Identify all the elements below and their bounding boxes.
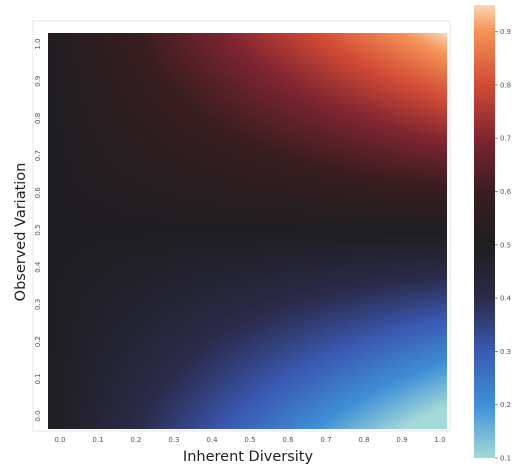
y-tick-label: 0.5	[34, 224, 42, 235]
colorbar-tick-label: 0.6	[500, 188, 512, 196]
colorbar-tick-label: 0.1	[500, 455, 511, 463]
colorbar-tick-label: 0.5	[500, 241, 511, 249]
heatmap-panel	[32, 20, 451, 432]
y-tick-label: 0.3	[34, 299, 42, 310]
x-tick-label: 0.1	[92, 436, 103, 444]
colorbar-tick-label: 0.4	[500, 295, 512, 303]
x-tick-label: 0.9	[396, 436, 407, 444]
y-tick-label: 0.0	[34, 410, 42, 421]
heatmap-surface	[48, 33, 447, 429]
y-tick-label: 1.0	[34, 38, 42, 49]
x-tick-label: 0.8	[358, 436, 369, 444]
x-tick-label: 0.5	[244, 436, 255, 444]
colorbar-tick-label: 0.3	[500, 348, 511, 356]
colorbar-tick-label: 0.9	[500, 28, 511, 36]
y-tick-label: 0.7	[34, 150, 42, 161]
y-tick-label: 0.1	[34, 373, 42, 384]
x-tick-label: 0.4	[206, 436, 218, 444]
y-axis-title: Observed Variation	[13, 163, 29, 302]
x-tick-label: 0.2	[130, 436, 141, 444]
heatmap-border	[32, 20, 451, 432]
y-tick-label: 0.6	[34, 187, 42, 199]
x-tick-label: 0.0	[54, 436, 65, 444]
y-tick-label: 0.2	[34, 336, 42, 347]
x-axis-title: Inherent Diversity	[183, 449, 314, 465]
y-tick-label: 0.8	[34, 113, 42, 124]
x-axis-ticks: 0.0 0.1 0.2 0.3 0.4 0.5 0.6 0.7 0.8 0.9 1.0	[54, 436, 445, 444]
colorbar-gradient	[474, 5, 495, 458]
x-tick-label: 0.3	[168, 436, 179, 444]
colorbar-tick-label: 0.8	[500, 81, 511, 89]
colorbar: 0.1 0.2 0.3 0.4 0.5 0.6 0.7 0.8 0.9	[474, 5, 512, 463]
y-tick-label: 0.4	[34, 261, 42, 273]
colorbar-tick-label: 0.2	[500, 401, 511, 409]
x-tick-label: 0.6	[282, 436, 294, 444]
y-axis-ticks: 0.0 0.1 0.2 0.3 0.4 0.5 0.6 0.7 0.8 0.9 1.0	[34, 38, 42, 421]
colorbar-ticks: 0.1 0.2 0.3 0.4 0.5 0.6 0.7 0.8 0.9	[495, 28, 512, 463]
y-tick-label: 0.9	[34, 76, 42, 87]
colorbar-tick-label: 0.7	[500, 135, 511, 143]
x-tick-label: 0.7	[320, 436, 331, 444]
x-tick-label: 1.0	[434, 436, 445, 444]
